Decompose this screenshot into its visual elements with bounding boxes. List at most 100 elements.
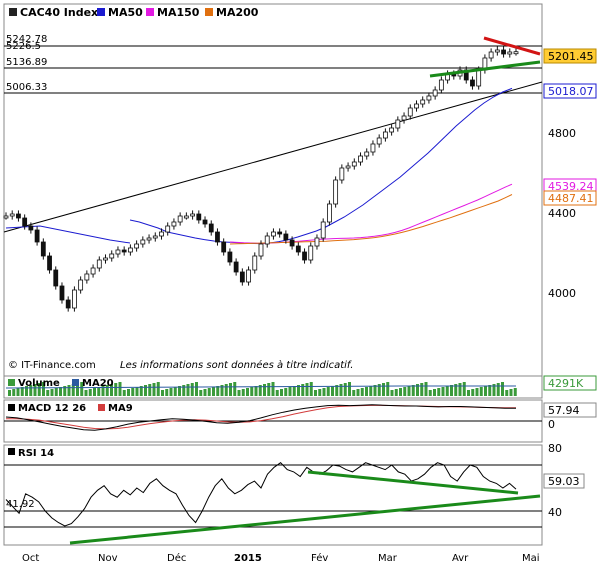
rsi-line bbox=[5, 462, 517, 527]
ma200-value: 4487.41 bbox=[548, 192, 594, 205]
candle-body bbox=[121, 249, 127, 253]
instrument-label: CAC40 Index bbox=[20, 6, 98, 19]
macd-ma9-swatch bbox=[98, 404, 105, 411]
volume-bar bbox=[479, 387, 483, 396]
candle-body bbox=[59, 285, 65, 301]
volume-bar bbox=[110, 384, 113, 396]
volume-bar bbox=[12, 389, 16, 396]
volume-bar bbox=[411, 385, 415, 396]
volume-bar bbox=[356, 389, 360, 396]
candle-body bbox=[152, 235, 158, 239]
volume-bar bbox=[360, 388, 364, 396]
rsi-tick-40: 40 bbox=[548, 506, 562, 519]
volume-bar bbox=[71, 384, 75, 396]
volume-badge bbox=[543, 375, 597, 391]
volume-bar bbox=[220, 385, 224, 396]
candle-body bbox=[177, 215, 183, 223]
level-label-5136: 5136.89 bbox=[6, 57, 47, 68]
volume-bar bbox=[233, 382, 237, 396]
volume-bar bbox=[54, 388, 58, 396]
candle-body bbox=[426, 95, 432, 101]
support-trend-line bbox=[429, 60, 541, 78]
volume-bar bbox=[339, 384, 343, 396]
volume-bar bbox=[407, 386, 411, 396]
volume-bar bbox=[331, 386, 334, 396]
candle-body bbox=[513, 51, 519, 55]
rsi-series bbox=[5, 462, 517, 527]
ma-line-ma50 bbox=[129, 87, 513, 245]
level-label-5006: 5006.33 bbox=[6, 82, 47, 93]
volume-bar bbox=[216, 386, 220, 396]
candle-body bbox=[327, 203, 332, 223]
candle-body bbox=[221, 241, 227, 253]
month-label-mai: Mai bbox=[522, 553, 540, 564]
volume-bar bbox=[365, 387, 368, 396]
candle-body bbox=[165, 225, 171, 233]
volume-bar bbox=[250, 387, 254, 396]
candle-body bbox=[339, 167, 345, 181]
level-label-5242: 5242.78 bbox=[6, 34, 47, 45]
long-trend-line bbox=[3, 81, 543, 233]
ma150-value: 4539.24 bbox=[548, 180, 594, 193]
ma150-legend-label: MA150 bbox=[157, 6, 200, 19]
ma200-badge bbox=[543, 190, 597, 206]
candle-body bbox=[9, 213, 15, 217]
volume-bar bbox=[212, 387, 215, 396]
ma-line-ma200 bbox=[229, 194, 513, 245]
candle-body bbox=[16, 213, 21, 219]
macd-zero-label: 0 bbox=[548, 418, 555, 431]
volume-bar bbox=[390, 390, 394, 396]
volume-bar bbox=[513, 388, 517, 396]
volume-bar bbox=[139, 386, 143, 396]
month-label-dec: Déc bbox=[167, 552, 186, 564]
candle-body bbox=[308, 245, 314, 261]
volume-bar bbox=[297, 385, 300, 396]
volume-bar bbox=[144, 385, 147, 396]
ma50-swatch bbox=[97, 8, 105, 16]
volume-bar bbox=[37, 383, 41, 396]
rsi-support-trend-line bbox=[69, 494, 541, 545]
volume-label: Volume bbox=[18, 378, 60, 389]
volume-bar bbox=[343, 383, 347, 396]
candle-body bbox=[358, 155, 363, 163]
volume-bar bbox=[63, 386, 67, 396]
volume-bar bbox=[352, 390, 356, 396]
volume-bar bbox=[386, 382, 390, 396]
volume-bar bbox=[280, 389, 283, 396]
month-label-2015: 2015 bbox=[234, 553, 262, 564]
macd-value: 57.94 bbox=[548, 404, 580, 417]
candle-body bbox=[72, 289, 77, 309]
volume-bar bbox=[16, 388, 20, 396]
volume-bar bbox=[105, 385, 109, 396]
candle-body bbox=[233, 261, 239, 273]
volume-bar bbox=[42, 382, 45, 396]
ma50-value: 5018.07 bbox=[548, 85, 594, 98]
source-label: © IT-Finance.com bbox=[8, 360, 96, 371]
volume-ma20-line bbox=[5, 385, 516, 389]
candle-body bbox=[277, 231, 283, 235]
volume-bar bbox=[50, 389, 54, 396]
volume-bars bbox=[5, 382, 517, 396]
rsi-label: RSI 14 bbox=[18, 448, 54, 459]
volume-bar bbox=[450, 385, 453, 396]
price-axis: 4800 4400 4000 bbox=[548, 127, 576, 300]
volume-bar bbox=[305, 383, 309, 396]
candle-body bbox=[246, 269, 251, 283]
candle-body bbox=[103, 257, 108, 261]
volume-bar bbox=[190, 383, 194, 396]
candle-body bbox=[382, 131, 388, 139]
volume-panel-frame bbox=[3, 375, 543, 399]
volume-bar bbox=[433, 389, 436, 396]
candle-body bbox=[40, 241, 46, 257]
volume-bar bbox=[161, 390, 164, 396]
price-panel-frame bbox=[3, 3, 543, 377]
candle-body bbox=[414, 103, 419, 109]
ma150-swatch bbox=[146, 8, 154, 16]
macd-swatch bbox=[8, 404, 15, 411]
candle-body bbox=[78, 279, 84, 291]
volume-bar bbox=[475, 388, 479, 396]
candle-body bbox=[3, 215, 9, 219]
candle-body bbox=[134, 243, 140, 249]
